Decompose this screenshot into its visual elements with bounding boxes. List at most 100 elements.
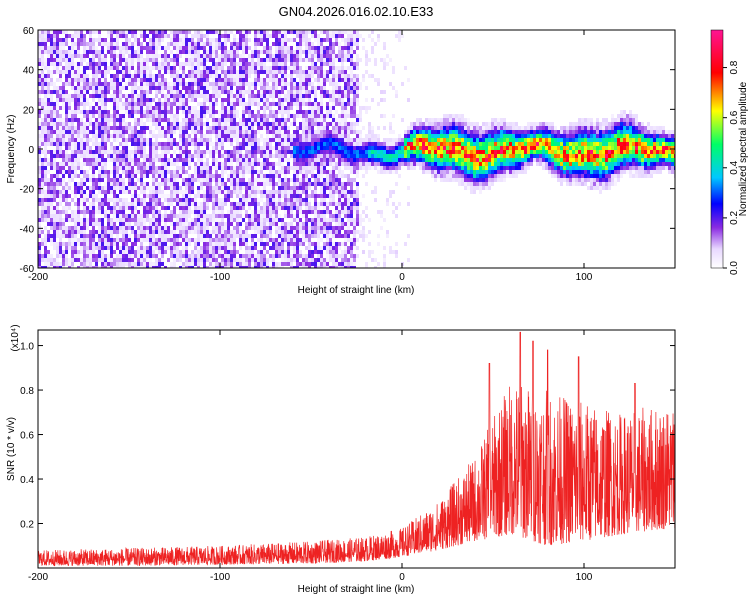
heatmap-cell (302, 262, 305, 266)
heatmap-cell (164, 158, 167, 162)
heatmap-cell (95, 90, 98, 94)
heatmap-cell (245, 126, 248, 130)
heatmap-cell (95, 262, 98, 266)
heatmap-cell (47, 98, 50, 102)
heatmap-cell (101, 158, 104, 162)
heatmap-cell (242, 266, 245, 268)
heatmap-cell (206, 222, 209, 226)
heatmap-cell (311, 230, 314, 234)
heatmap-cell (251, 82, 254, 86)
heatmap-cell (47, 90, 50, 94)
heatmap-cell (281, 234, 284, 238)
heatmap-cell (317, 38, 320, 42)
heatmap-cell (221, 130, 224, 134)
heatmap-cell (182, 178, 185, 182)
heatmap-cell (164, 150, 167, 154)
heatmap-cell (299, 262, 302, 266)
heatmap-cell (188, 178, 191, 182)
heatmap-cell (191, 178, 194, 182)
heatmap-cell (137, 50, 140, 54)
heatmap-cell (260, 138, 263, 142)
heatmap-cell (323, 214, 326, 218)
heatmap-cell (239, 42, 242, 46)
heatmap-cell (251, 58, 254, 62)
heatmap-cell (239, 90, 242, 94)
heatmap-cell (92, 98, 95, 102)
heatmap-cell (290, 58, 293, 62)
heatmap-cell (302, 122, 305, 126)
heatmap-cell (194, 194, 197, 198)
heatmap-cell (245, 46, 248, 50)
heatmap-cell (71, 158, 74, 162)
heatmap-cell (44, 66, 47, 70)
heatmap-cell (230, 262, 233, 266)
heatmap-cell (44, 62, 47, 66)
heatmap-cell (290, 246, 293, 250)
heatmap-cell (71, 210, 74, 214)
heatmap-cell (212, 158, 215, 162)
heatmap-cell (314, 198, 317, 202)
heatmap-cell (128, 58, 131, 62)
heatmap-cell (50, 106, 53, 110)
heatmap-cell (167, 34, 170, 38)
heatmap-cell (188, 174, 191, 178)
heatmap-cell (113, 194, 116, 198)
heatmap-cell (185, 198, 188, 202)
heatmap-cell (251, 202, 254, 206)
heatmap-cell (47, 182, 50, 186)
heatmap-cell (197, 254, 200, 258)
heatmap-cell (251, 150, 254, 154)
heatmap-cell (251, 70, 254, 74)
heatmap-cell (275, 126, 278, 130)
heatmap-cell (221, 182, 224, 186)
heatmap-cell (293, 66, 296, 70)
heatmap-cell (44, 254, 47, 258)
heatmap-cell (50, 138, 53, 142)
heatmap-cell (245, 122, 248, 126)
heatmap-cell (122, 214, 125, 218)
heatmap-cell (71, 126, 74, 130)
heatmap-cell (104, 262, 107, 266)
heatmap-cell (287, 202, 290, 206)
heatmap-cell (188, 194, 191, 198)
heatmap-cell (38, 94, 41, 98)
heatmap-cell (173, 162, 176, 166)
heatmap-cell (158, 226, 161, 230)
heatmap-cell (236, 54, 239, 58)
heatmap-cell (158, 126, 161, 130)
heatmap-cell (110, 50, 113, 54)
heatmap-cell (122, 70, 125, 74)
heatmap-cell (119, 190, 122, 194)
heatmap-cell (275, 238, 278, 242)
heatmap-cell (248, 254, 251, 258)
heatmap-cell (116, 38, 119, 42)
heatmap-cell (188, 162, 191, 166)
heatmap-cell (206, 66, 209, 70)
heatmap-cell (227, 186, 230, 190)
heatmap-cell (302, 142, 305, 146)
heatmap-cell (263, 222, 266, 226)
heatmap-cell (296, 74, 299, 78)
heatmap-cell (119, 106, 122, 110)
heatmap-cell (248, 166, 251, 170)
heatmap-cell (215, 226, 218, 230)
heatmap-cell (119, 102, 122, 106)
heatmap-cell (80, 58, 83, 62)
heatmap-cell (41, 214, 44, 218)
heatmap-cell (110, 254, 113, 258)
heatmap-cell (269, 114, 272, 118)
heatmap-cell (89, 186, 92, 190)
heatmap-cell (86, 210, 89, 214)
heatmap-cell (80, 258, 83, 262)
heatmap-cell (179, 54, 182, 58)
heatmap-cell (128, 30, 131, 34)
heatmap-cell (47, 150, 50, 154)
heatmap-cell (266, 178, 269, 182)
heatmap-cell (236, 62, 239, 66)
heatmap-cell (86, 126, 89, 130)
heatmap-cell (182, 110, 185, 114)
heatmap-cell (272, 190, 275, 194)
heatmap-cell (263, 230, 266, 234)
heatmap-cell (224, 54, 227, 58)
heatmap-cell (158, 70, 161, 74)
